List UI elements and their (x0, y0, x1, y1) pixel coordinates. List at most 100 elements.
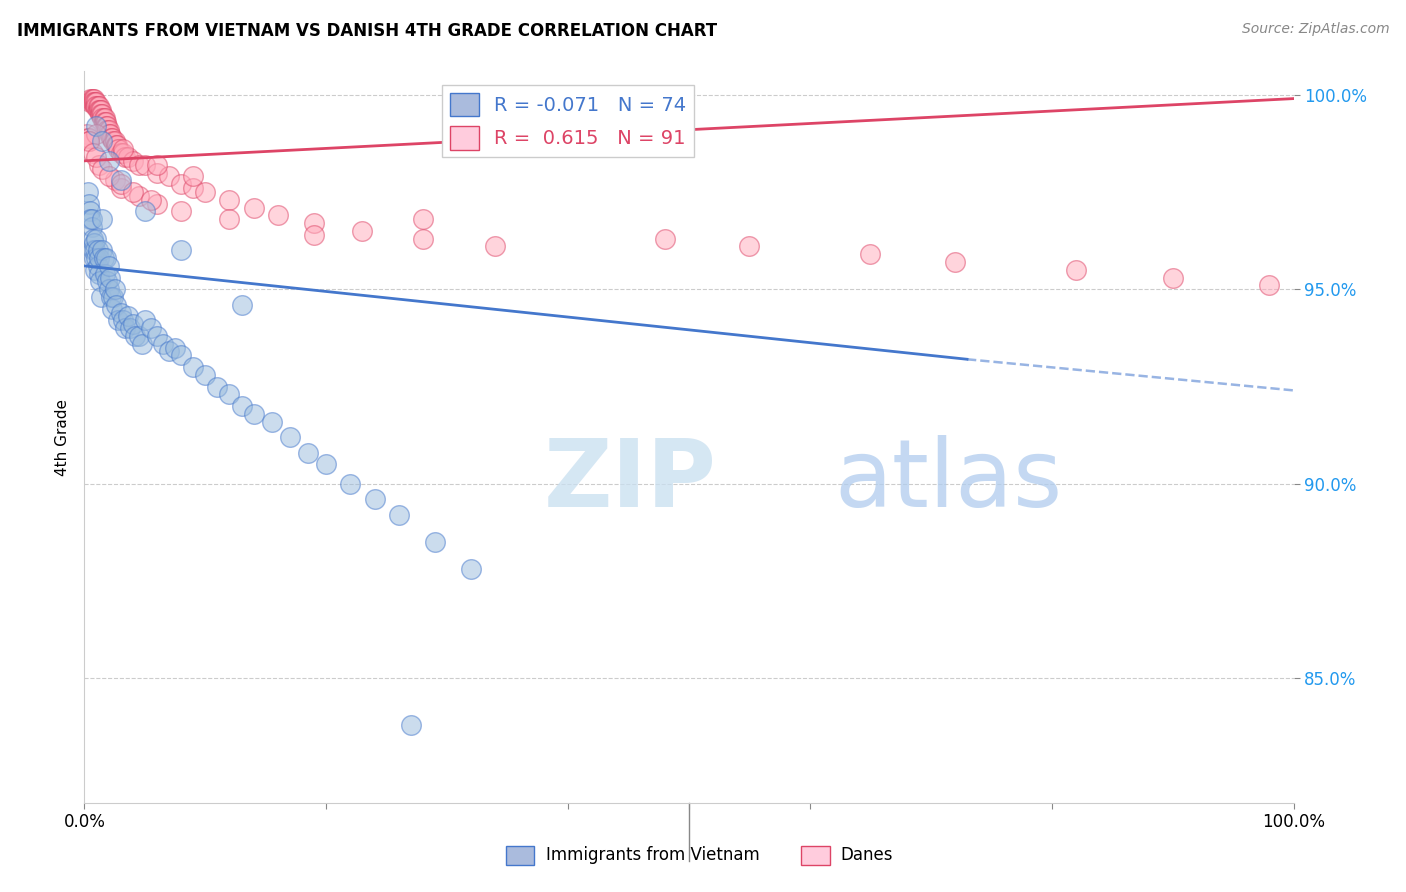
Point (103, 135, 125, 149)
Point (97, 153, 120, 168)
Point (97, 122, 120, 136)
Point (98, 270, 121, 285)
Point (80, 212, 103, 227)
Point (86, 127, 108, 141)
Point (91, 244, 114, 258)
Point (121, 185, 143, 199)
Point (100, 290, 122, 304)
FancyBboxPatch shape (506, 846, 534, 865)
Point (93, 115, 115, 129)
Point (100, 130, 122, 145)
Point (1258, 278, 1281, 293)
Point (146, 329, 169, 343)
Point (79, 95, 101, 110)
Point (97, 127, 120, 141)
Point (97, 169, 120, 184)
Point (89, 103, 111, 118)
Point (302, 227, 325, 242)
Point (83, 235, 105, 250)
Point (231, 399, 253, 413)
Point (86, 103, 108, 118)
Y-axis label: 4th Grade: 4th Grade (55, 399, 70, 475)
Point (80, 219, 103, 234)
Text: atlas: atlas (834, 435, 1063, 527)
Point (105, 138, 128, 153)
Point (170, 348, 193, 362)
Point (84, 262, 107, 277)
Point (146, 165, 169, 179)
Point (218, 193, 240, 207)
Point (86, 232, 108, 246)
Point (89, 275, 111, 289)
Point (94, 115, 117, 129)
Point (297, 445, 319, 459)
Point (152, 336, 174, 351)
Point (91, 135, 114, 149)
Point (86, 150, 108, 164)
Point (107, 142, 129, 156)
Point (93, 111, 115, 125)
Point (80, 95, 103, 110)
Point (170, 177, 193, 191)
Point (412, 232, 434, 246)
Point (87, 267, 110, 281)
Point (94, 119, 117, 133)
Point (76, 127, 98, 141)
Point (107, 313, 129, 327)
Point (86, 119, 108, 133)
Point (131, 336, 153, 351)
Point (87, 99, 110, 113)
Point (218, 212, 240, 227)
Point (112, 142, 135, 156)
Point (83, 95, 105, 110)
Point (104, 135, 127, 149)
Point (1064, 262, 1087, 277)
Point (412, 212, 434, 227)
Point (91, 161, 114, 176)
Point (77, 130, 100, 145)
Point (128, 189, 150, 203)
Point (91, 212, 114, 227)
Point (86, 251, 108, 265)
Point (94, 251, 117, 265)
Point (87, 158, 110, 172)
Point (82, 146, 104, 161)
Point (101, 130, 124, 145)
Point (110, 181, 132, 195)
Text: IMMIGRANTS FROM VIETNAM VS DANISH 4TH GRADE CORRELATION CHART: IMMIGRANTS FROM VIETNAM VS DANISH 4TH GR… (17, 22, 717, 40)
Point (315, 458, 337, 472)
Point (124, 329, 146, 343)
Point (104, 173, 127, 187)
Point (128, 329, 150, 343)
Point (112, 146, 135, 161)
Point (86, 259, 108, 273)
Point (110, 146, 132, 161)
Text: ZIP: ZIP (544, 435, 717, 527)
Point (91, 107, 114, 121)
Point (231, 298, 253, 312)
Point (79, 204, 101, 219)
Point (157, 344, 180, 359)
Point (94, 267, 117, 281)
Point (103, 290, 125, 304)
Point (82, 232, 104, 246)
Point (399, 718, 422, 732)
Point (114, 150, 136, 164)
Point (120, 321, 142, 335)
Text: Source: ZipAtlas.com: Source: ZipAtlas.com (1241, 22, 1389, 37)
Point (82, 92, 104, 106)
Point (110, 305, 132, 319)
Point (93, 251, 115, 265)
Point (104, 282, 127, 296)
Point (83, 251, 105, 265)
Point (278, 430, 301, 444)
Point (146, 196, 169, 211)
Point (96, 275, 118, 289)
Point (80, 92, 103, 106)
Point (423, 535, 446, 549)
Point (134, 158, 156, 172)
Point (104, 298, 127, 312)
Point (84, 99, 107, 113)
Point (114, 321, 136, 335)
Point (77, 135, 100, 149)
